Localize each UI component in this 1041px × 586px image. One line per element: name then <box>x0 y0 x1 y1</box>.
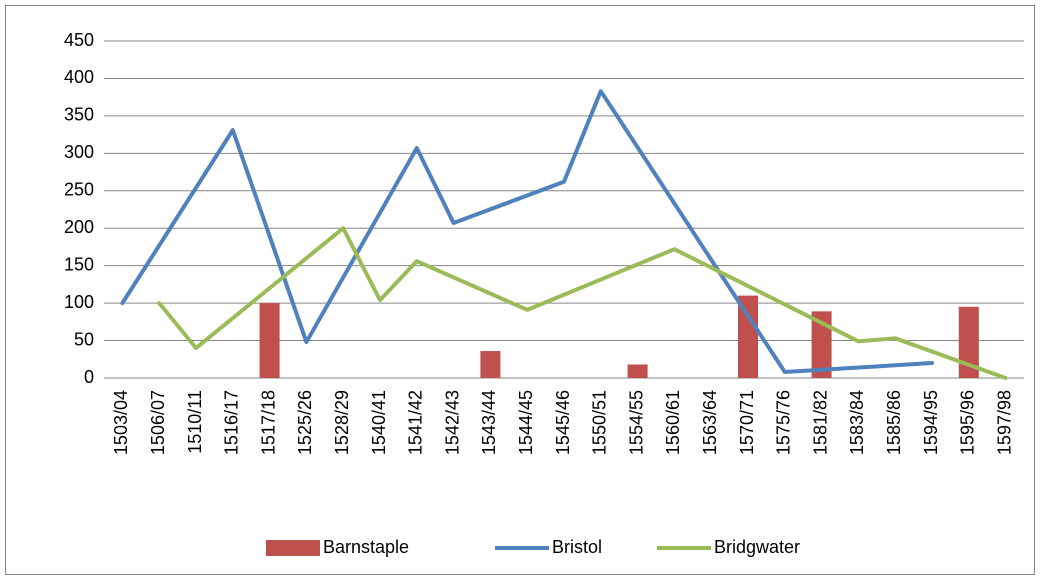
x-tick-label: 1545/46 <box>553 390 573 455</box>
x-tick-label: 1597/98 <box>994 390 1014 455</box>
x-tick-label: 1528/29 <box>332 390 352 455</box>
bar <box>958 306 979 378</box>
y-tick-label: 450 <box>64 30 94 50</box>
y-tick-label: 100 <box>64 292 94 312</box>
legend-label: Bridgwater <box>714 537 800 557</box>
x-tick-label: 1510/11 <box>185 390 205 454</box>
x-tick-label: 1581/82 <box>810 390 830 455</box>
bar <box>627 364 648 378</box>
y-tick-label: 350 <box>64 105 94 125</box>
x-tick-label: 1516/17 <box>222 390 242 455</box>
x-tick-label: 1554/55 <box>626 390 646 455</box>
chart-border <box>5 5 1035 575</box>
bar <box>738 295 758 378</box>
y-tick-label: 400 <box>64 67 94 87</box>
y-tick-label: 200 <box>64 217 94 237</box>
x-tick-label: 1583/84 <box>847 390 867 455</box>
line <box>157 226 1008 380</box>
x-tick-label: 1503/04 <box>111 390 131 455</box>
x-tick-label: 1585/86 <box>884 390 904 455</box>
x-tick-label: 1560/61 <box>663 390 683 455</box>
bar <box>811 311 832 378</box>
y-tick-label: 50 <box>74 329 94 349</box>
x-tick-label: 1595/96 <box>958 390 978 455</box>
x-tick-label: 1544/45 <box>516 390 536 455</box>
x-tick-label: 1525/26 <box>295 390 315 455</box>
x-tick-label: 1517/18 <box>258 390 278 455</box>
x-tick-label: 1570/71 <box>737 390 757 455</box>
y-tick-label: 0 <box>84 367 94 387</box>
y-tick-label: 250 <box>64 180 94 200</box>
x-tick-label: 1540/41 <box>369 390 389 455</box>
legend-label: Bristol <box>552 537 602 557</box>
y-tick-label: 150 <box>64 254 94 274</box>
x-tick-label: 1550/51 <box>590 390 610 455</box>
y-tick-label: 300 <box>64 142 94 162</box>
legend-swatch <box>266 540 320 556</box>
line <box>120 89 934 375</box>
x-tick-label: 1506/07 <box>148 390 168 455</box>
legend-label: Barnstaple <box>323 537 409 557</box>
x-tick-label: 1563/64 <box>700 390 720 455</box>
x-tick-label: 1541/42 <box>406 390 426 455</box>
x-tick-label: 1543/44 <box>479 390 499 455</box>
bar <box>259 303 280 378</box>
bar <box>480 351 501 378</box>
x-tick-label: 1542/43 <box>442 390 462 455</box>
x-tick-label: 1575/76 <box>774 390 794 455</box>
x-tick-label: 1594/95 <box>921 390 941 455</box>
